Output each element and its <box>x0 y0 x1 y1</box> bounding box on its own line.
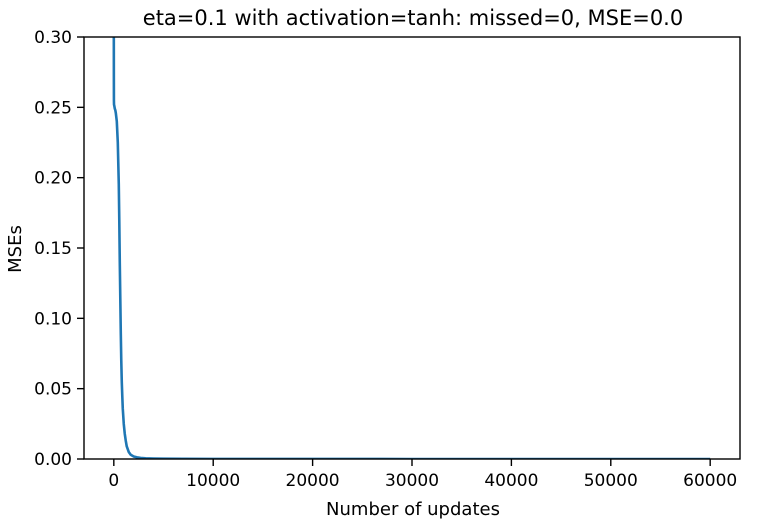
x-tick-label: 0 <box>108 471 119 491</box>
y-axis-ticks: 0.00 0.05 0.10 0.15 0.20 0.25 0.30 <box>34 28 84 470</box>
y-tick-label: 0.10 <box>34 309 72 329</box>
y-tick-label: 0.20 <box>34 169 72 189</box>
x-tick-label: 60000 <box>683 471 737 491</box>
x-tick-label: 30000 <box>385 471 439 491</box>
y-tick-label: 0.05 <box>34 380 72 400</box>
x-tick-label: 20000 <box>286 471 340 491</box>
series-line-0 <box>112 37 711 459</box>
plot-area <box>83 36 741 460</box>
x-axis-label: Number of updates <box>326 499 500 520</box>
y-tick-label: 0.30 <box>34 28 72 48</box>
plot-frame <box>83 36 741 460</box>
x-tick-label: 50000 <box>584 471 638 491</box>
x-axis-ticks: 0 10000 20000 30000 40000 50000 60000 <box>108 459 737 491</box>
chart-title: eta=0.1 with activation=tanh: missed=0, … <box>143 6 683 30</box>
y-tick-label: 0.15 <box>34 239 72 259</box>
y-tick-label: 0.00 <box>34 450 72 470</box>
y-axis-label: MSEs <box>5 225 26 273</box>
y-tick-label: 0.25 <box>34 98 72 118</box>
x-tick-label: 10000 <box>186 471 240 491</box>
x-tick-label: 40000 <box>484 471 538 491</box>
